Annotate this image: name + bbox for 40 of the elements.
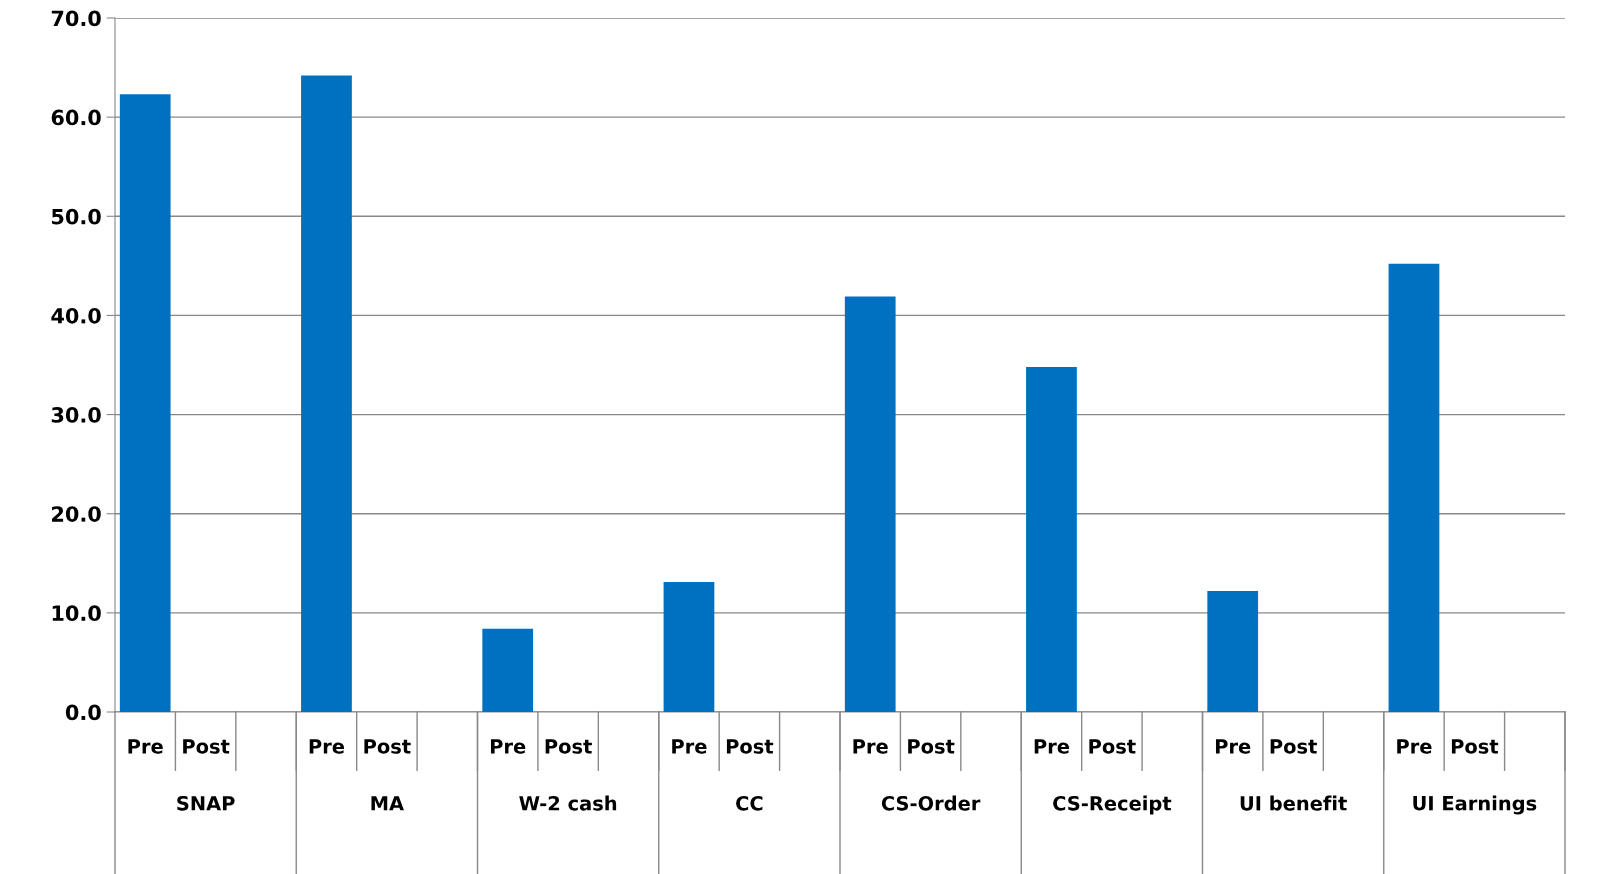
text: MA — [371, 796, 404, 811]
x-tick-label: Pre — [309, 739, 345, 754]
y-tick-label: 70.0 — [51, 10, 101, 27]
y-tick-label: 10.0 — [52, 605, 101, 622]
bar — [482, 628, 534, 712]
x-tick-label: Post — [1089, 739, 1136, 754]
x-tick-label: Pre — [128, 739, 163, 754]
x-tick-label: Pre — [1215, 739, 1251, 754]
bar — [663, 582, 715, 712]
bar — [1388, 263, 1440, 712]
bar — [1026, 366, 1077, 712]
text: UI benefit — [1240, 795, 1347, 811]
x-tick-label: Pre — [672, 739, 707, 754]
text: CC — [736, 795, 763, 811]
bar — [119, 94, 171, 712]
x-tick-label: Post — [726, 739, 774, 754]
y-tick-label: 40.0 — [51, 307, 101, 324]
text: W-2 cash — [519, 795, 617, 811]
x-tick-label: Post — [183, 739, 230, 754]
x-tick-label: Pre — [490, 739, 526, 754]
text: SNAP — [177, 795, 235, 811]
text: CS-Order — [881, 795, 981, 811]
x-tick-label: Post — [1270, 739, 1317, 754]
y-tick-label: 50.0 — [52, 208, 101, 225]
x-tick-label: Post — [545, 739, 592, 754]
bar — [844, 296, 896, 712]
bar — [301, 75, 352, 712]
bar — [1207, 591, 1259, 712]
x-tick-label: Pre — [1034, 739, 1070, 754]
y-tick-label: 60.0 — [51, 109, 101, 126]
y-tick-label: 30.0 — [51, 407, 101, 423]
y-tick-label: 0.0 — [65, 704, 101, 721]
x-tick-label: Post — [1451, 739, 1499, 754]
x-tick-label: Pre — [1397, 739, 1432, 754]
x-tick-label: Post — [364, 739, 411, 754]
text: CS-Receipt — [1053, 795, 1172, 815]
y-tick-label: 20.0 — [52, 506, 101, 522]
x-tick-label: Pre — [853, 739, 888, 754]
text: UI Earnings — [1413, 795, 1537, 815]
x-tick-label: Post — [908, 739, 955, 754]
